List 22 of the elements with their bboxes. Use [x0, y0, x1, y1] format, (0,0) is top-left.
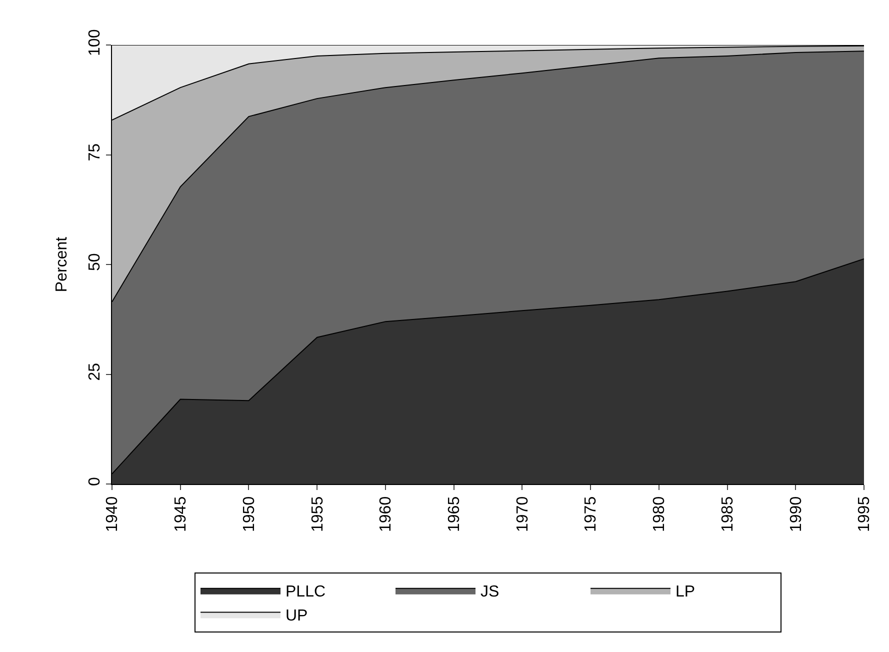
x-tick-label: 1990	[788, 496, 805, 532]
y-tick-label: 0	[86, 477, 104, 486]
y-tick-label: 100	[86, 29, 104, 56]
y-axis-title: Percent	[54, 236, 70, 292]
x-tick-label: 1975	[582, 496, 600, 532]
x-tick-label: 1970	[514, 496, 532, 532]
legend-label: LP	[676, 584, 696, 601]
legend-label: UP	[286, 607, 308, 624]
legend-label: JS	[480, 584, 500, 601]
x-tick-label: 1950	[240, 496, 258, 532]
x-tick-label: 1960	[378, 496, 395, 532]
x-tick-label: 1980	[651, 496, 668, 532]
x-tick-label: 1985	[719, 496, 736, 532]
x-tick-label: 1945	[172, 496, 190, 532]
y-tick-label: 25	[86, 362, 104, 381]
x-tick-label: 1955	[309, 496, 326, 532]
y-tick-label: 75	[86, 143, 104, 162]
x-tick-label: 1965	[446, 496, 464, 532]
x-tick-label: 1940	[104, 496, 122, 532]
legend-label: PLLC	[286, 584, 326, 601]
y-tick-label: 50	[86, 253, 104, 271]
x-tick-label: 1995	[856, 496, 874, 532]
